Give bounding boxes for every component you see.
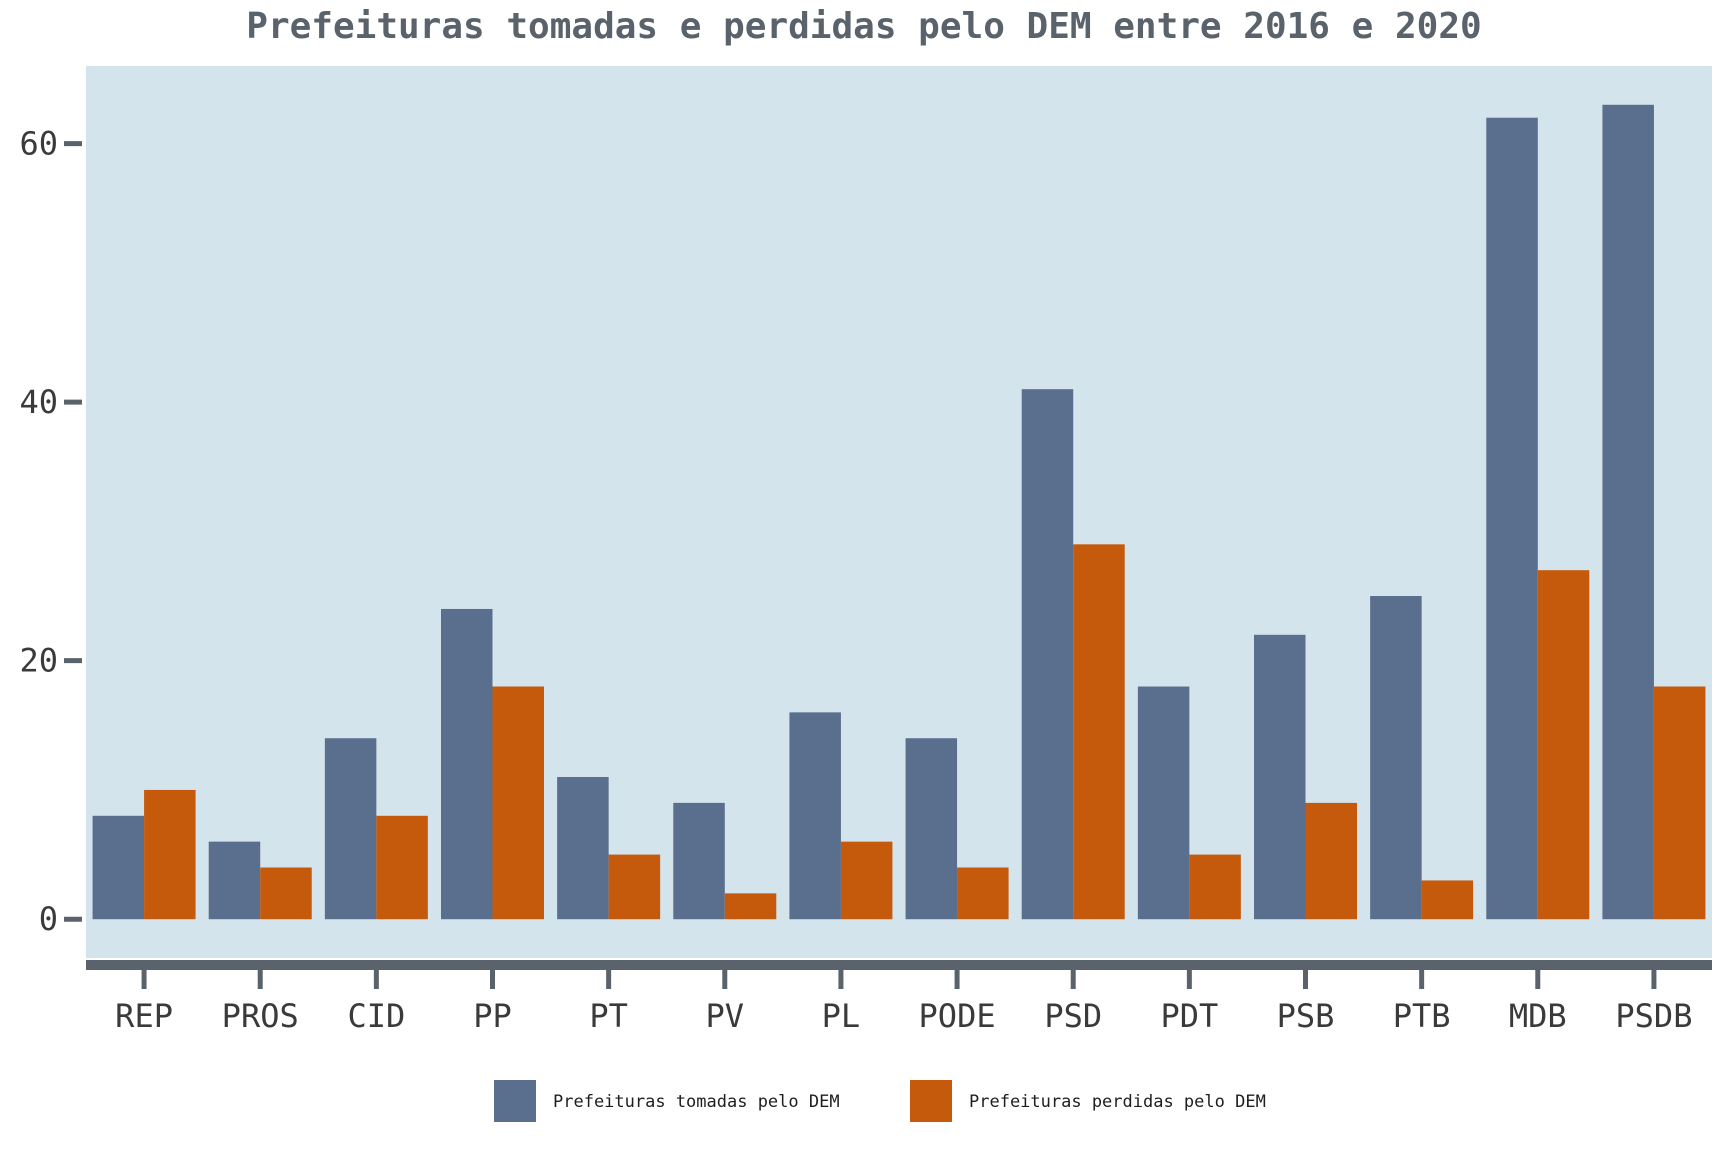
bar-tomadas-pv	[673, 802, 725, 920]
bar-perdidas-pt	[608, 854, 661, 920]
bar-perdidas-pl	[840, 841, 893, 920]
bar-tomadas-pl	[789, 712, 841, 920]
bar-perdidas-pdt	[1189, 854, 1241, 920]
bar-tomadas-mdb	[1486, 117, 1538, 920]
y-tick-label: 60	[19, 125, 58, 163]
bar-tomadas-cid	[324, 738, 377, 920]
bar-tomadas-pdt	[1137, 686, 1190, 920]
legend-label-1: Prefeituras perdidas pelo DEM	[969, 1092, 1266, 1112]
x-tick-label-pdt: PDT	[1160, 997, 1218, 1035]
bar-tomadas-pode	[905, 738, 958, 920]
x-tick-label-psb: PSB	[1277, 997, 1335, 1035]
bar-tomadas-pt	[557, 777, 609, 920]
x-tick-label-pode: PODE	[919, 997, 996, 1035]
x-tick-label-psd: PSD	[1044, 997, 1102, 1035]
bar-perdidas-ptb	[1421, 880, 1474, 920]
bar-tomadas-pros	[208, 841, 261, 920]
legend-label-0: Prefeituras tomadas pelo DEM	[553, 1092, 840, 1112]
x-axis: REP PROS CID PP PT PV PL PODE PSD PDT PSB PTB MDB PSD…	[86, 960, 1712, 1035]
x-tick-label-ptb: PTB	[1393, 997, 1451, 1035]
bar-perdidas-psb	[1305, 802, 1357, 920]
bar-tomadas-psb	[1254, 634, 1306, 920]
bar-perdidas-pros	[260, 867, 312, 920]
bar-perdidas-mdb	[1537, 570, 1590, 920]
legend: Prefeituras tomadas pelo DEM Prefeituras …	[494, 1080, 1266, 1122]
x-tick-label-pp: PP	[473, 997, 512, 1035]
bars-layer	[92, 104, 1706, 920]
y-tick-label: 40	[19, 383, 58, 421]
legend-swatch-0	[494, 1080, 536, 1122]
y-tick-label: 0	[39, 900, 58, 938]
bar-tomadas-psdb	[1602, 104, 1654, 920]
bar-perdidas-rep	[144, 789, 196, 920]
bar-perdidas-psd	[1073, 544, 1125, 920]
x-tick-label-rep: REP	[115, 997, 173, 1035]
y-axis: 0 20 40 60	[19, 125, 82, 938]
bar-tomadas-pp	[441, 608, 493, 920]
x-tick-label-pt: PT	[589, 997, 628, 1035]
x-tick-label-pv: PV	[706, 997, 745, 1035]
bar-perdidas-cid	[376, 815, 428, 920]
bar-tomadas-psd	[1021, 389, 1074, 920]
x-tick-label-mdb: MDB	[1509, 997, 1567, 1035]
bar-tomadas-ptb	[1370, 596, 1422, 920]
x-tick-label-psdb: PSDB	[1615, 997, 1692, 1035]
x-tick-label-pl: PL	[822, 997, 861, 1035]
legend-swatch-1	[910, 1080, 952, 1122]
y-tick-label: 20	[19, 642, 58, 680]
bar-tomadas-rep	[92, 815, 145, 920]
x-tick-label-pros: PROS	[222, 997, 299, 1035]
bar-perdidas-pp	[492, 686, 544, 920]
bar-perdidas-pv	[724, 893, 777, 920]
x-tick-label-cid: CID	[347, 997, 405, 1035]
bar-perdidas-pode	[957, 867, 1009, 920]
chart-title: Prefeituras tomadas e perdidas pelo DEM …	[246, 6, 1482, 47]
bar-perdidas-psdb	[1653, 686, 1706, 920]
